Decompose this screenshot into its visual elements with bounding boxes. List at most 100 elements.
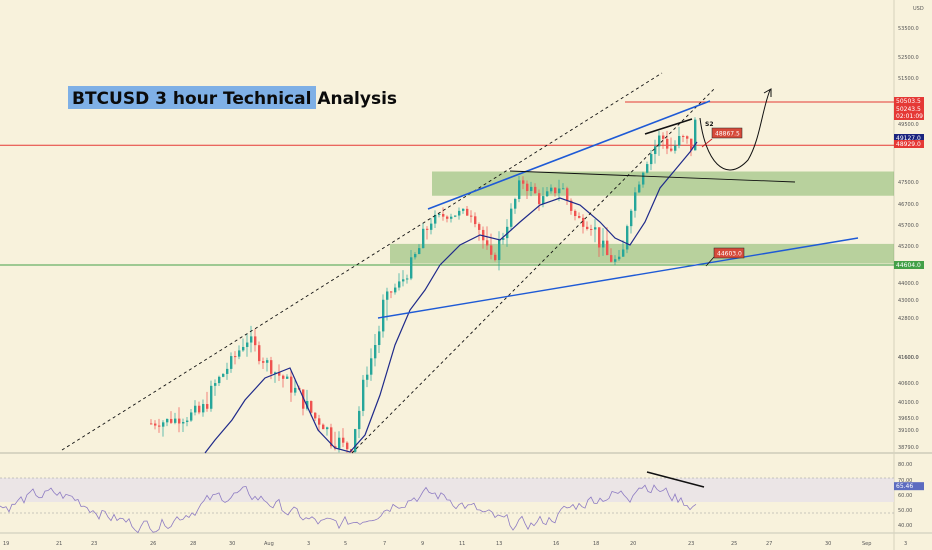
label-pointer [701, 138, 713, 148]
channel-lower-dashed-line [351, 87, 716, 454]
label-pointer [705, 256, 715, 267]
projection-arrowhead [763, 88, 772, 97]
support-zone-2 [390, 243, 894, 264]
wedge-upper-trend-line [427, 100, 711, 210]
time-tick-label: 21 [56, 541, 62, 547]
candle-body [634, 192, 637, 211]
candle-body [438, 213, 441, 215]
candle-body [470, 215, 473, 217]
title-background [68, 86, 316, 109]
candle-body [506, 226, 509, 239]
candle-body [486, 240, 489, 246]
price-tick-label: 41600.0 [898, 355, 919, 361]
candle-body [594, 227, 597, 230]
candle-body [454, 215, 457, 217]
price-tag-text: 49127.0 [896, 135, 921, 142]
candle-body [338, 437, 341, 449]
candle-body [154, 423, 157, 426]
candle-body [574, 210, 577, 217]
rsi-tick-label: 80.00 [898, 462, 912, 468]
price-tick-label: 41600.0 [898, 355, 919, 361]
price-tick-label: 46700.0 [898, 202, 919, 208]
candle-body [282, 375, 285, 379]
candle-body [318, 418, 321, 425]
price-tag-box [894, 112, 924, 120]
candle-body [246, 342, 249, 347]
candle-body [450, 216, 453, 219]
candle-body [622, 249, 625, 257]
candle-body [314, 412, 317, 419]
candle-body [354, 429, 357, 452]
moving-average-line [204, 141, 698, 454]
candle-body [518, 180, 521, 199]
price-tick-label: 53500.0 [898, 26, 919, 32]
candle-body [374, 345, 377, 359]
candle-body [262, 361, 265, 363]
candle-body [562, 188, 565, 190]
projection-curve [699, 89, 771, 171]
candle-body [310, 401, 313, 413]
candle-body [406, 278, 409, 280]
price-tick-label: 39650.0 [898, 416, 919, 422]
candle-body [526, 183, 529, 192]
price-tick-label: 43000.0 [898, 298, 919, 304]
candle-body [578, 216, 581, 218]
rsi-divergence-line [646, 471, 705, 488]
candle-body [678, 136, 681, 146]
candle-body [570, 200, 573, 211]
price-label-box [713, 247, 745, 259]
rsi-tick-label: 70.00 [898, 478, 912, 484]
candle-body [266, 360, 269, 363]
price-tick-label: 49500.0 [898, 122, 919, 128]
candle-body [606, 240, 609, 256]
candle-body [674, 145, 677, 151]
candle-body [458, 210, 461, 216]
candle-body [490, 245, 493, 255]
price-tag-text: 50503.5 [896, 98, 921, 105]
price-tag-box [894, 105, 924, 113]
candle-body [186, 420, 189, 423]
candle-body [646, 164, 649, 173]
price-tick-label: 47500.0 [898, 180, 919, 186]
candle-body [554, 187, 557, 194]
candle-body [222, 373, 225, 377]
time-tick-label: 5 [344, 541, 347, 547]
candle-body [150, 423, 153, 425]
candle-body [206, 404, 209, 409]
candle-body [666, 138, 669, 149]
wedge-lower-trend-line [377, 237, 859, 319]
candle-body [274, 372, 277, 374]
candle-body [534, 186, 537, 194]
candle-body [494, 254, 497, 261]
candle-body [602, 240, 605, 248]
price-tick-label: 40600.0 [898, 381, 919, 387]
candle-body [378, 331, 381, 346]
candle-body [418, 248, 421, 255]
candle-body [642, 172, 645, 185]
candle-body [286, 376, 289, 379]
rsi-tag-box [894, 482, 924, 491]
candle-body [398, 281, 401, 288]
time-tick-label: 16 [553, 541, 559, 547]
candle-body [522, 180, 525, 184]
candle-body [566, 188, 569, 201]
price-divergence-line [644, 118, 693, 135]
candle-body [410, 257, 413, 279]
candle-body [530, 186, 533, 192]
candle-body [326, 427, 329, 430]
candle-body [558, 188, 561, 194]
price-tick-label: 42800.0 [898, 316, 919, 322]
candle-body [478, 224, 481, 230]
candle-body [658, 135, 661, 147]
candle-body [198, 405, 201, 413]
price-tick-label: 51500.0 [898, 76, 919, 82]
candle-body [306, 401, 309, 409]
price-label-box [711, 127, 743, 139]
candle-body [278, 372, 281, 376]
price-tag-text: 48929.0 [896, 141, 921, 148]
candle-body [630, 210, 633, 227]
candle-body [582, 217, 585, 227]
